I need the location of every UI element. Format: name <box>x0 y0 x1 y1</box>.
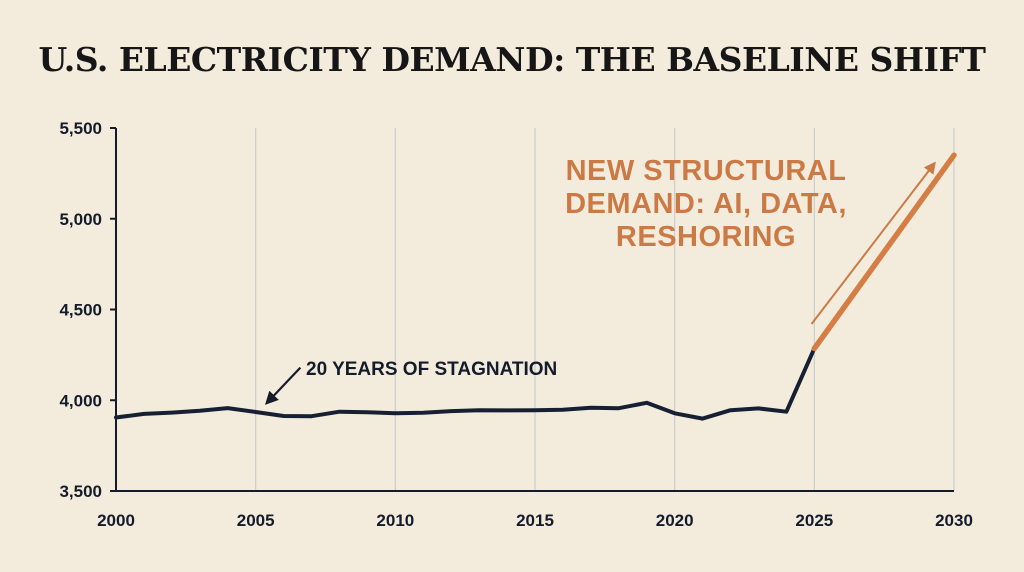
historical-demand-line <box>114 346 817 421</box>
x-tick-label-2020: 2020 <box>656 511 694 530</box>
axes <box>110 127 954 492</box>
stagnation-annotation: 20 YEARS OF STAGNATION <box>306 359 557 380</box>
y-tick-label-5500: 5,500 <box>59 119 102 138</box>
tick-labels: 3,500 4,000 4,500 5,000 5,500 2000 2005 2010 201… <box>59 119 972 530</box>
annotations: 20 YEARS OF STAGNATION NEW STRUCTURALDEMA… <box>265 155 936 405</box>
structural-demand-arrow <box>810 161 936 325</box>
stagnation-arrow <box>265 366 302 405</box>
structural-demand-annotation-line-1: NEW STRUCTURAL <box>566 155 847 187</box>
x-tick-label-2015: 2015 <box>516 511 554 530</box>
x-tick-label-2000: 2000 <box>97 511 135 530</box>
data-series <box>114 152 957 421</box>
x-tick-label-2030: 2030 <box>935 511 973 530</box>
x-tick-label-2025: 2025 <box>795 511 833 530</box>
y-tick-label-4500: 4,500 <box>59 301 102 320</box>
structural-demand-annotation-line-3: RESHORING <box>616 221 796 253</box>
projected-demand-line <box>811 152 957 352</box>
structural-demand-annotation-line-2: DEMAND: AI, DATA, <box>565 188 847 220</box>
x-tick-label-2005: 2005 <box>237 511 275 530</box>
y-tick-label-3500: 3,500 <box>59 482 102 501</box>
x-tick-label-2010: 2010 <box>376 511 414 530</box>
y-tick-label-4000: 4,000 <box>59 391 102 410</box>
chart-title: U.S. ELECTRICITY DEMAND: THE BASELINE SH… <box>39 40 987 79</box>
gridlines <box>255 128 955 491</box>
y-tick-label-5000: 5,000 <box>59 210 102 229</box>
